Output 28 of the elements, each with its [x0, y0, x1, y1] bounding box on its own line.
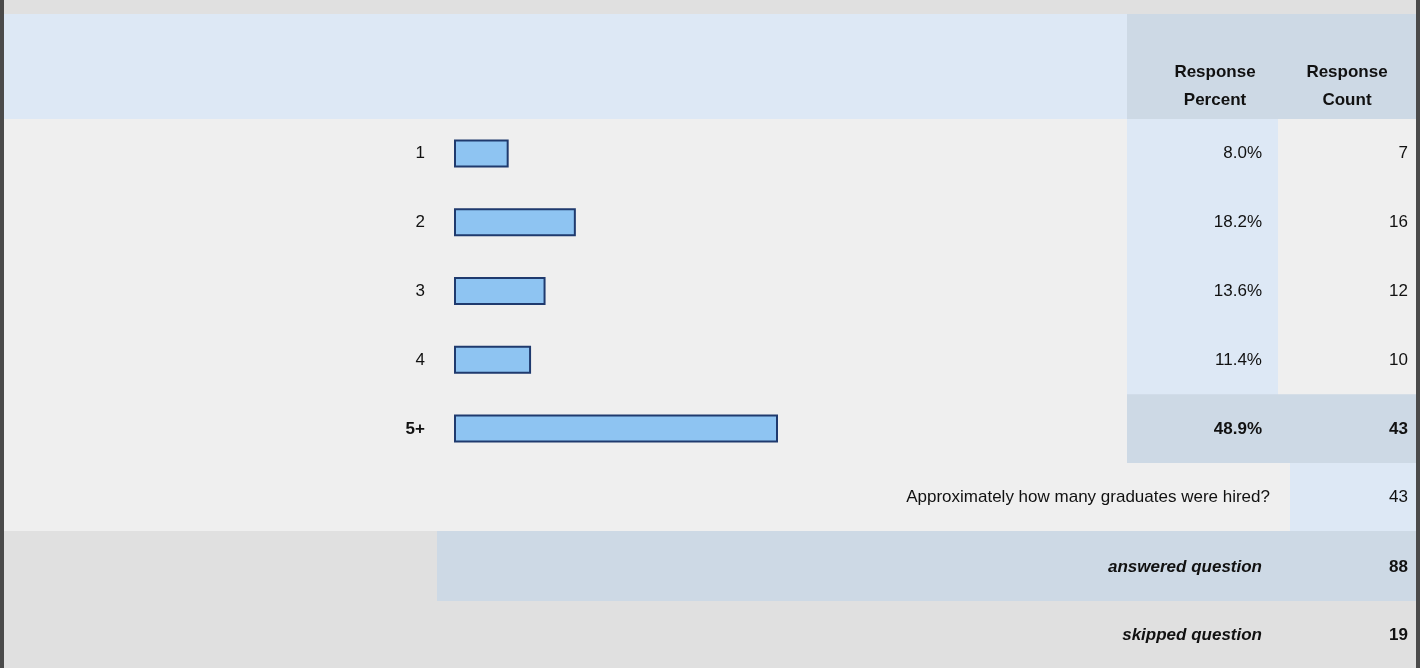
text: 12 — [1389, 281, 1408, 300]
text: 43 — [1389, 418, 1408, 438]
text: 19 — [1389, 625, 1408, 644]
y-tick-label: 3 — [415, 281, 425, 300]
data-label: 13.6% — [1213, 281, 1262, 300]
text: Approximately how many graduates were hired? — [906, 487, 1270, 506]
data-label: 8.0% — [1223, 143, 1262, 163]
y-tick-label: 2 — [415, 212, 425, 232]
text: 43 — [1389, 487, 1408, 506]
text: Response Count — [1306, 62, 1388, 109]
text: 16 — [1389, 212, 1408, 232]
bar — [454, 414, 778, 443]
text: answered question — [1108, 557, 1262, 576]
y-tick-label: 4 — [415, 349, 425, 369]
data-label: 18.2% — [1213, 212, 1262, 232]
bar — [454, 277, 546, 305]
text: Response Percent — [1174, 62, 1256, 109]
text: 7 — [1398, 143, 1408, 163]
data-label: 11.4% — [1215, 349, 1262, 369]
bar — [454, 208, 576, 237]
y-tick-label: 5+ — [405, 418, 426, 438]
text: skipped question — [1122, 625, 1262, 644]
data-label: 48.9% — [1213, 418, 1262, 438]
text: 10 — [1389, 349, 1408, 369]
text: 88 — [1389, 557, 1408, 576]
bar — [454, 345, 532, 374]
y-tick-label: 1 — [415, 143, 425, 163]
bar — [454, 139, 509, 168]
